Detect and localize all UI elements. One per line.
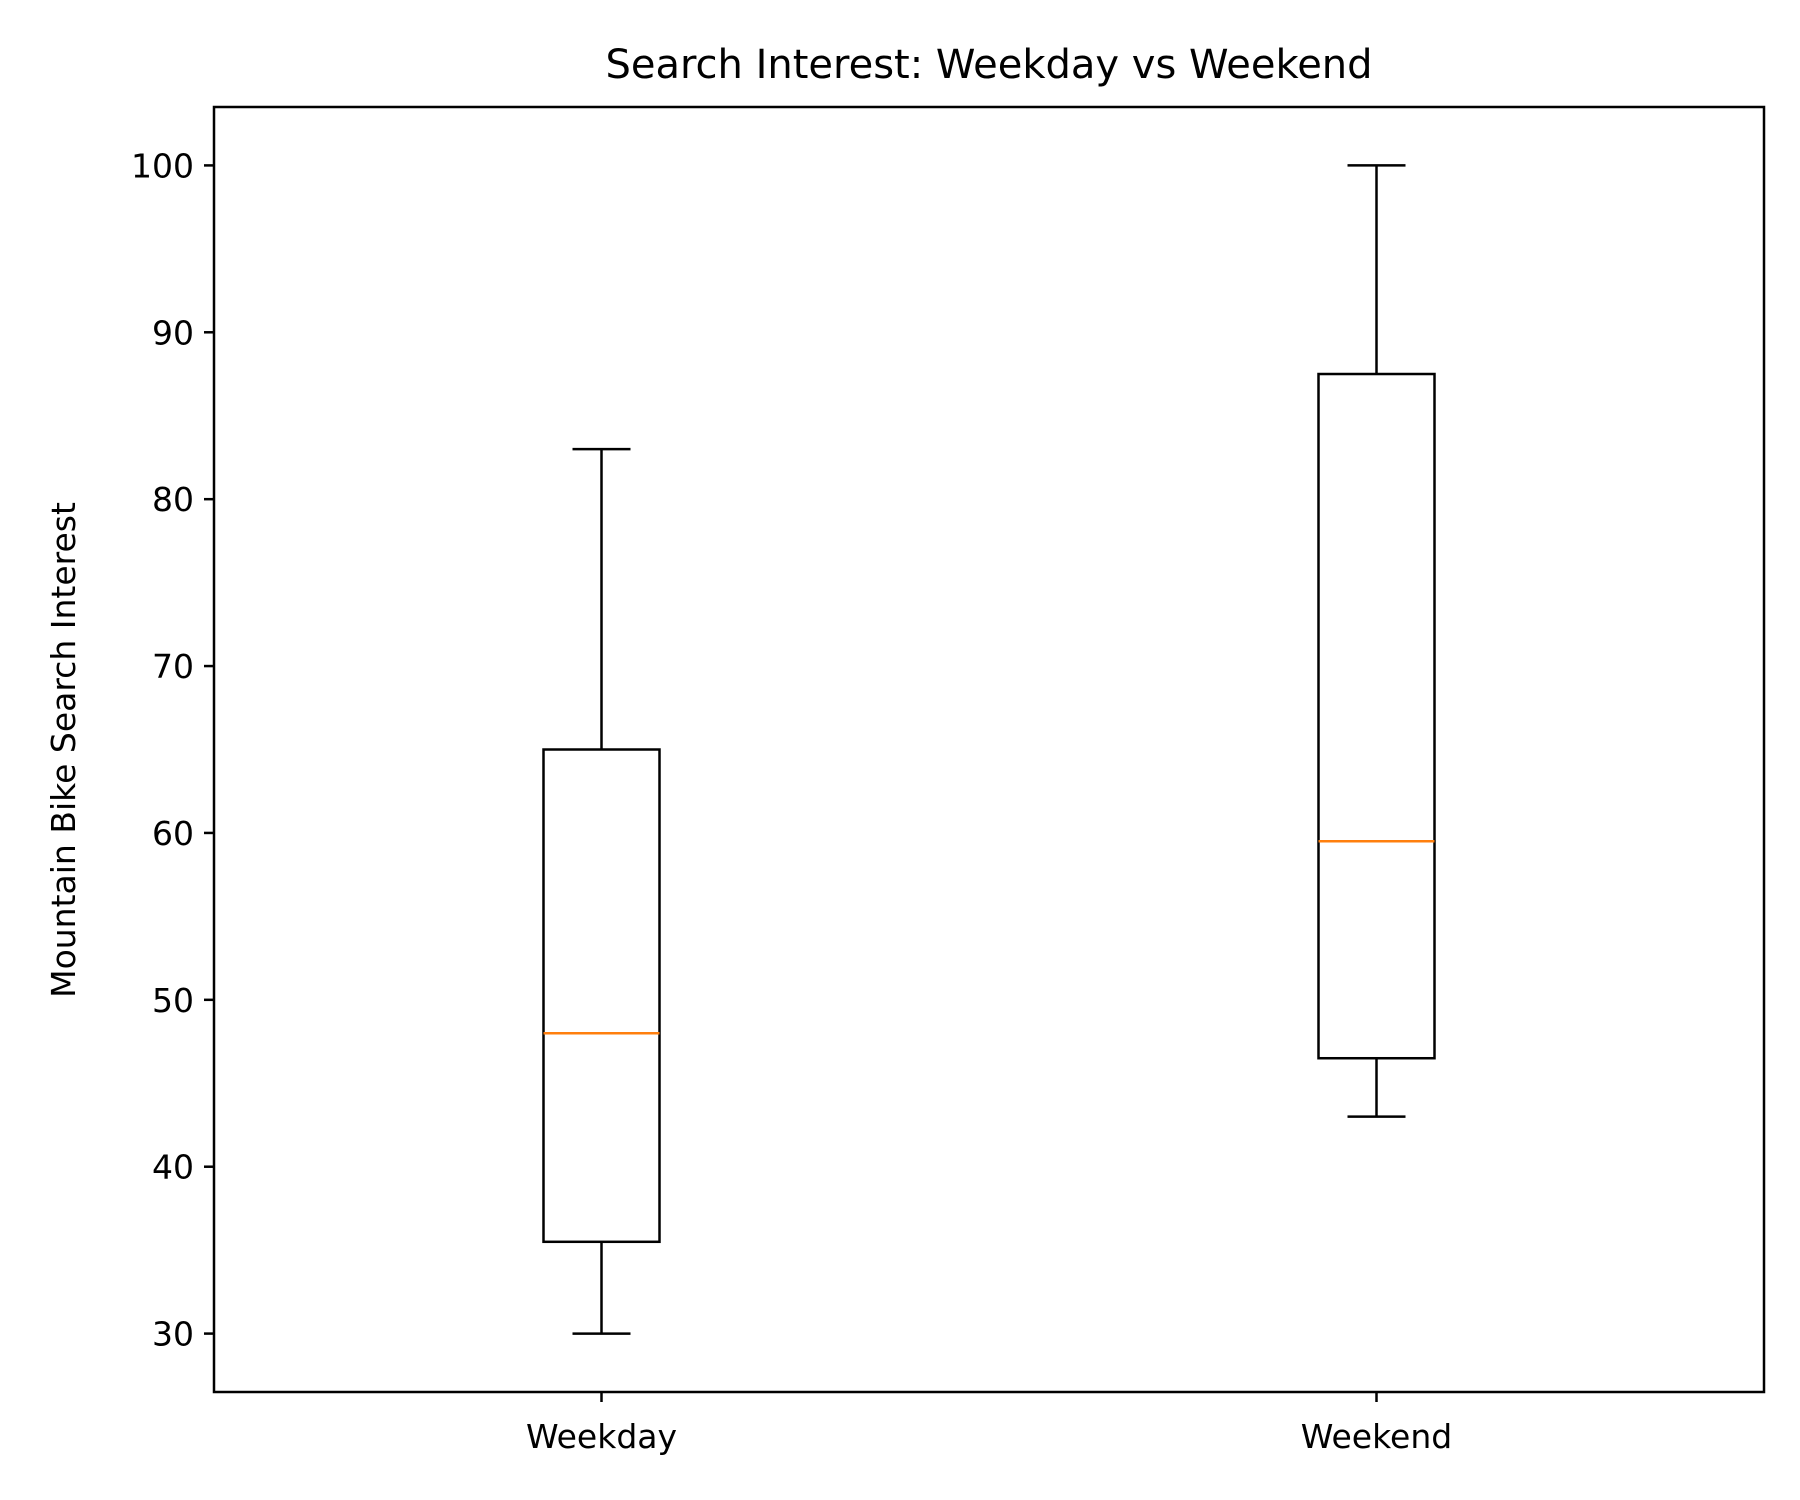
chart-title: Search Interest: Weekday vs Weekend — [605, 42, 1372, 88]
y-tick-label-100: 100 — [131, 146, 194, 185]
x-tick-label-weekday: Weekday — [526, 1417, 677, 1456]
y-tick-label-40: 40 — [152, 1148, 194, 1187]
y-tick-label-30: 30 — [152, 1315, 194, 1354]
plot-area: 30 40 50 60 70 80 90 100 Weekday Weekend — [131, 105, 1766, 1456]
y-tick-label-80: 80 — [152, 480, 194, 519]
weekday-box — [542, 748, 661, 1244]
x-tick-label-weekend: Weekend — [1301, 1417, 1452, 1456]
y-axis-label: Mountain Bike Search Interest — [44, 502, 83, 998]
plot-frame — [212, 105, 1766, 1394]
y-tick-label-90: 90 — [152, 313, 194, 352]
y-tick-label-50: 50 — [152, 981, 194, 1020]
y-tick-label-60: 60 — [152, 814, 194, 853]
y-tick-label-70: 70 — [152, 647, 194, 686]
weekend-box — [1317, 372, 1436, 1060]
